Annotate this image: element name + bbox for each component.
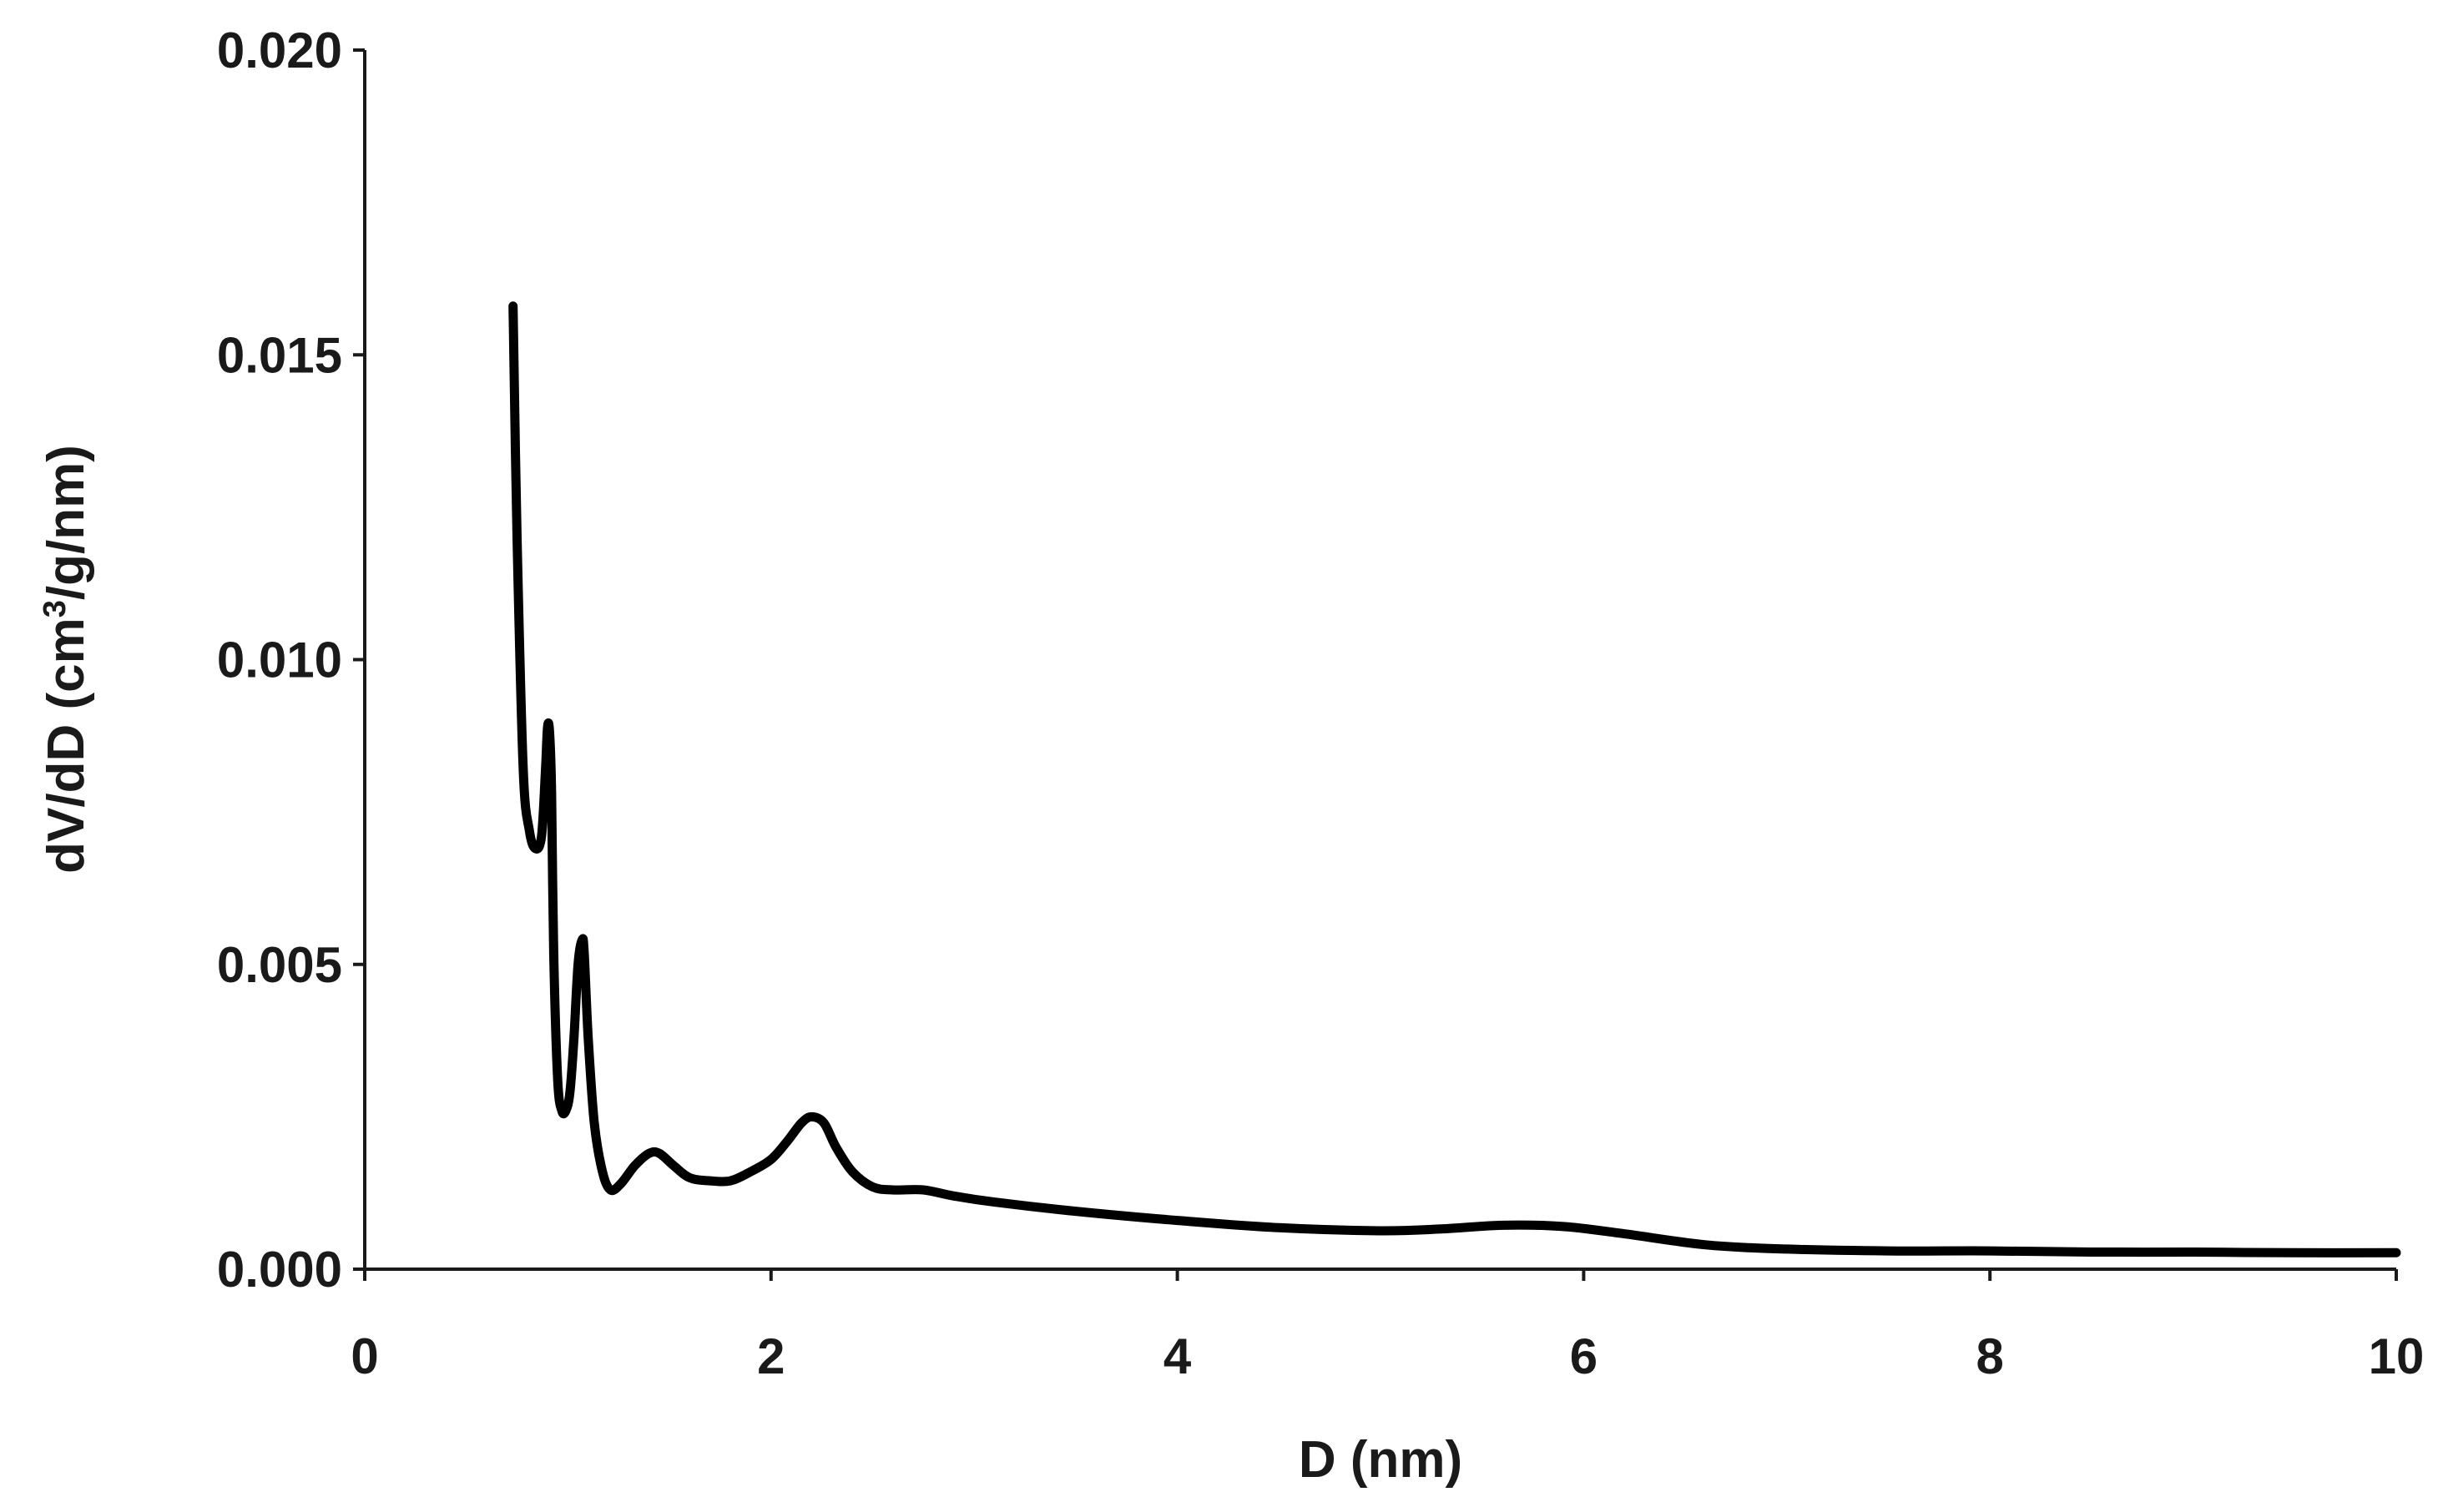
- x-tick-label: 8: [1976, 1328, 2004, 1384]
- axes: [363, 50, 2396, 1271]
- y-tick-label: 0.000: [217, 1242, 342, 1298]
- y-tick-label: 0.020: [217, 23, 342, 78]
- y-axis-title-main: dV/dD (cm: [38, 617, 95, 874]
- y-tick-label: 0.010: [217, 633, 342, 688]
- series-line-dv-dd: [508, 301, 2401, 1257]
- x-tick-label: 0: [351, 1328, 378, 1384]
- y-tick-label: 0.005: [217, 937, 342, 993]
- y-tick-label: 0.015: [217, 327, 342, 383]
- y-axis-title-superscript: 3: [38, 600, 73, 617]
- x-axis-title: D (nm): [1299, 1431, 1462, 1489]
- x-tick-label: 10: [2369, 1328, 2425, 1384]
- x-tick-label: 6: [1570, 1328, 1598, 1384]
- y-axis-title-rest: /g/nm): [38, 445, 95, 600]
- y-axis-title: dV/dD (cm3/g/nm): [38, 445, 95, 874]
- ticks: 0 2 4 6 8 10 0.000 0.005 0.010 0.015 0.020: [217, 23, 2425, 1384]
- x-tick-label: 2: [757, 1328, 785, 1384]
- x-tick-label: 4: [1163, 1328, 1192, 1384]
- series: [508, 301, 2401, 1257]
